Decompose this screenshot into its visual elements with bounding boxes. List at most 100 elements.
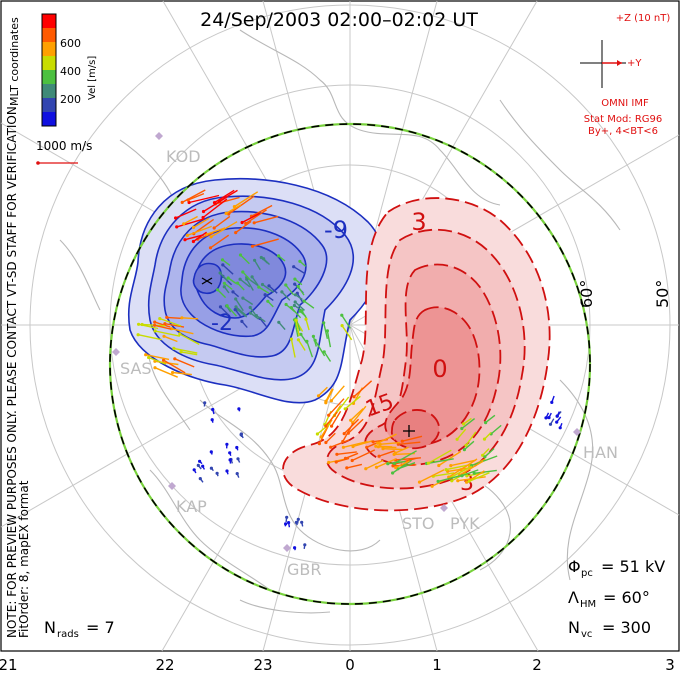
fit-order: FitOrder: 8, mapEX format: [17, 480, 31, 638]
velocity-vector: [154, 321, 171, 328]
velocity-vector: [325, 432, 336, 444]
velocity-vector-origin: [225, 469, 229, 473]
mlt-label-1: 1: [432, 656, 442, 674]
velocity-vector-origin: [293, 546, 297, 550]
velocity-vector-origin: [252, 221, 256, 225]
velocity-vector-origin: [544, 416, 548, 420]
velocity-vector: [330, 439, 350, 448]
velocity-vector: [297, 339, 306, 351]
velocity-vector: [352, 440, 373, 448]
velocity-vector-origin: [324, 401, 328, 405]
velocity-vector: [262, 283, 275, 293]
velocity-vector-origin: [224, 211, 228, 215]
station-label-kap: KAP: [176, 497, 207, 516]
velocity-vector-origin: [293, 277, 297, 281]
station-marker-kap: [168, 482, 176, 490]
velocity-vector-origin: [327, 413, 331, 417]
imf-z-label: +Z (10 nT): [616, 13, 671, 24]
velocity-vector: [254, 215, 279, 224]
velocity-vector-origin: [444, 468, 448, 472]
velocity-vector-origin: [225, 442, 229, 446]
neg-core: [192, 262, 223, 295]
nvc-sub: vc: [581, 629, 592, 640]
station-marker-han: [573, 428, 581, 436]
velocity-vector: [474, 469, 497, 474]
velocity-vector-origin: [250, 275, 254, 279]
velocity-vector: [297, 286, 305, 296]
velocity-vector: [303, 300, 315, 309]
velocity-vector: [316, 422, 331, 435]
phi-symbol: Φ: [568, 557, 581, 576]
velocity-vector-origin: [158, 317, 162, 321]
velocity-vector: [341, 314, 351, 329]
velocity-vector: [154, 330, 181, 337]
velocity-vector: [145, 354, 170, 361]
velocity-vector: [377, 433, 397, 444]
velocity-vector-origin: [377, 454, 381, 458]
velocity-vector: [461, 418, 476, 430]
velocity-vector-origin: [300, 520, 304, 524]
velocity-vector-origin: [472, 471, 476, 475]
velocity-vector: [378, 446, 397, 449]
station-marker-gbr: [283, 544, 291, 552]
velocity-vector-origin: [226, 276, 230, 280]
velocity-vector-origin: [153, 323, 157, 327]
velocity-vector-origin: [364, 467, 368, 471]
velocity-vector-origin: [234, 297, 238, 301]
velocity-vector-origin: [144, 353, 148, 357]
velocity-vector: [188, 194, 220, 204]
velocity-vector-origin: [241, 296, 245, 300]
velocity-vector: [350, 408, 364, 421]
velocity-vector: [252, 238, 279, 247]
velocity-vector-origin: [430, 484, 434, 488]
velocity-vector: [172, 371, 192, 376]
velocity-vector: [398, 441, 421, 445]
velocity-vector-origin: [136, 333, 140, 337]
velocity-vector: [258, 286, 270, 294]
velocity-vector-origin: [201, 209, 206, 214]
velocity-vector-origin: [483, 455, 487, 459]
velocity-vector-origin: [228, 451, 232, 455]
velocity-vector-origin: [262, 257, 266, 261]
velocity-vector-origin: [459, 468, 463, 472]
velocity-vector: [246, 278, 254, 291]
velocity-vector-origin: [153, 366, 157, 370]
velocity-vector: [226, 305, 238, 317]
hm-boundary: [109, 123, 591, 605]
velocity-vector-origin: [386, 462, 390, 466]
velocity-vector-origin: [294, 318, 298, 322]
velocity-vector-origin: [196, 463, 200, 467]
velocity-colorbar: [41, 13, 57, 127]
velocity-vector-origin: [317, 442, 321, 446]
velocity-vector-origin: [185, 233, 189, 237]
velocity-vector-origin: [400, 439, 404, 443]
velocity-vector-origin: [208, 246, 213, 250]
velocity-vector: [448, 465, 473, 479]
velocity-vector: [438, 450, 462, 467]
colorbar-border: [41, 13, 57, 127]
colorbar-swatch: [42, 70, 56, 85]
velocity-vector-origin: [162, 358, 166, 362]
velocity-vector: [242, 297, 254, 306]
velocity-vector-origin: [292, 265, 296, 269]
velocity-vector-origin: [467, 479, 471, 483]
imf-model-1: Stat Mod: RG96: [584, 114, 663, 125]
lat-label-60: 60°: [577, 280, 596, 308]
velocity-vector-origin: [222, 281, 226, 285]
lambda-sub: HM: [580, 599, 596, 610]
velocity-vector-origin: [482, 437, 487, 441]
velocity-vector-origin: [555, 414, 559, 418]
velocity-vector: [460, 458, 478, 471]
velocity-vector-origin: [392, 461, 396, 465]
side-notice: NOTE: FOR PREVIEW PURPOSES ONLY. PLEASE …: [5, 102, 19, 638]
velocity-vector-origin: [462, 448, 466, 452]
velocity-vector-origin: [220, 258, 225, 262]
colorbar-tick-600: 600: [60, 37, 81, 50]
pos-fill-4: [384, 306, 481, 447]
velocity-vector-origin: [250, 244, 255, 248]
velocity-vector-origin: [550, 400, 554, 404]
scale-vector-label: 1000 m/s: [36, 139, 92, 153]
velocity-vector: [166, 316, 183, 320]
velocity-vector-origin: [417, 480, 422, 484]
velocity-vector: [459, 460, 484, 476]
